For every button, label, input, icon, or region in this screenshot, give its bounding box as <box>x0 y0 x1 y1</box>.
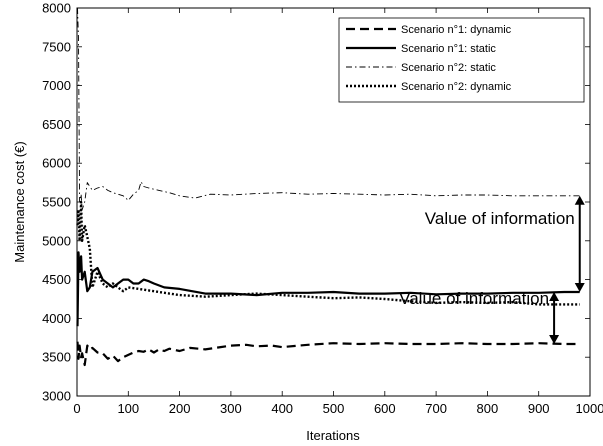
annotation-layer: Value of information Value of information <box>399 195 585 345</box>
legend-entries: Scenario n°1: dynamic Scenario n°1: stati… <box>346 24 512 93</box>
y-tick-label: 5500 <box>42 195 71 210</box>
tick-layer: 0 100 200 300 400 500 600 700 800 900 1000 3000 3500… <box>42 1 603 417</box>
x-tick-label: 500 <box>323 401 345 416</box>
x-tick-label: 0 <box>73 401 80 416</box>
series-line-3 <box>77 7 580 211</box>
y-tick-label: 7500 <box>42 39 71 54</box>
legend-label-4: Scenario n°2: dynamic <box>401 81 512 93</box>
y-tick-label: 4500 <box>42 272 71 287</box>
y-tick-label: 7000 <box>42 78 71 93</box>
x-axis-title: Iterations <box>306 428 360 443</box>
x-tick-label: 900 <box>528 401 550 416</box>
y-tick-label: 6000 <box>42 156 71 171</box>
legend-label-1: Scenario n°1: dynamic <box>401 24 512 36</box>
annotation-label-2: Value of information <box>399 289 549 308</box>
legend-label-2: Scenario n°1: static <box>401 43 496 55</box>
y-axis-title: Maintenance cost (€) <box>12 141 27 262</box>
x-tick-label: 1000 <box>576 401 603 416</box>
legend: Scenario n°1: dynamic Scenario n°1: stati… <box>338 17 585 103</box>
x-tick-label: 600 <box>374 401 396 416</box>
series-layer <box>76 7 580 367</box>
y-tick-label: 3000 <box>42 389 71 404</box>
legend-label-3: Scenario n°2: static <box>401 62 496 74</box>
x-tick-label: 400 <box>271 401 293 416</box>
arrow-head-down <box>574 283 585 293</box>
series-line-1 <box>76 341 580 367</box>
y-tick-label: 6500 <box>42 117 71 132</box>
series-line-2 <box>76 251 580 327</box>
arrow-head-up <box>574 195 585 205</box>
x-tick-label: 300 <box>220 401 242 416</box>
annotation-label-1: Value of information <box>425 209 575 228</box>
x-tick-label: 700 <box>425 401 447 416</box>
y-tick-label: 5000 <box>42 233 71 248</box>
x-tick-label: 100 <box>117 401 139 416</box>
y-tick-label: 8000 <box>42 1 71 16</box>
y-tick-label: 4000 <box>42 311 71 326</box>
legend-box <box>338 17 585 103</box>
series-line-4 <box>76 200 580 306</box>
y-tick-label: 3500 <box>42 350 71 365</box>
arrow-head-down <box>549 335 560 345</box>
arrow-head-up <box>549 292 560 302</box>
x-tick-label: 800 <box>477 401 499 416</box>
x-tick-label: 200 <box>169 401 191 416</box>
